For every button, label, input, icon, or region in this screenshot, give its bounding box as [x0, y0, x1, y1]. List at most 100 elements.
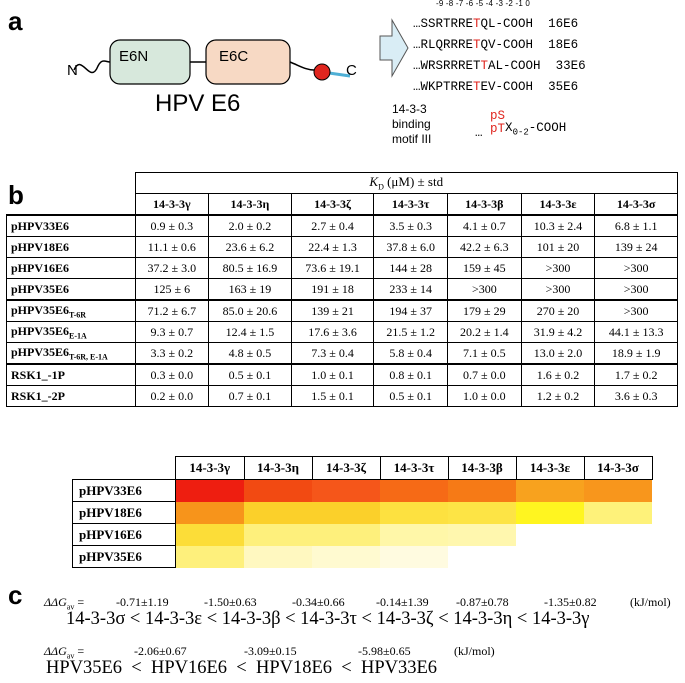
kd-value-cell: 9.3 ± 0.7: [134, 321, 210, 343]
kd-value-cell: 144 ± 28: [373, 257, 448, 279]
col-header: 14-3-3γ: [134, 193, 210, 216]
ddg-unit: (kJ/mol): [454, 644, 495, 658]
kd-value-cell: >300: [594, 257, 678, 279]
heatmap-cell: [380, 545, 448, 568]
kd-value-cell: 4.8 ± 0.5: [208, 342, 292, 365]
row-label: RSK1_-2P: [6, 385, 136, 407]
heatmap-row: pHPV35E6: [72, 545, 652, 568]
heatmap-cell: [175, 479, 244, 502]
ddg-value: -5.98±0.65: [358, 644, 411, 658]
kd-value-cell: 7.1 ± 0.5: [447, 342, 522, 365]
c-terminus-label: C: [346, 62, 357, 79]
kd-value-cell: 191 ± 18: [290, 278, 375, 301]
heatmap-cell: [584, 479, 652, 502]
kd-table: KD (μM) ± std 14-3-3γ 14-3-3η 14-3-3ζ 14…: [6, 172, 678, 407]
heat-col-header: 14-3-3τ: [379, 456, 449, 480]
col-header: 14-3-3ζ: [290, 193, 375, 216]
table-row: pHPV33E6 0.9 ± 0.3 2.0 ± 0.2 2.7 ± 0.4 3.5 ±…: [6, 214, 678, 237]
kd-value-cell: 0.7 ± 0.1: [208, 385, 292, 407]
kd-value-cell: >300: [594, 278, 678, 301]
row-label: RSK1_-1P: [6, 363, 136, 386]
kd-value-cell: 0.3 ± 0.0: [134, 363, 210, 386]
kd-value-cell: 139 ± 21: [290, 299, 375, 322]
row-label: pHPV35E6T-6R, E-1A: [6, 342, 136, 365]
heatmap-cell: [516, 479, 584, 502]
heatmap-cell: [244, 523, 312, 546]
sequence-list: …SSRTRRETQL-COOH 16E6 …RLQRRRETQV-COOH 1…: [413, 14, 586, 98]
sequence-33e6: …WRSRRRETTAL-COOH 33E6: [413, 59, 586, 73]
kd-value-cell: 12.4 ± 1.5: [208, 321, 292, 343]
heatmap-row: pHPV18E6: [72, 501, 652, 524]
table-row: pHPV16E6 37.2 ± 3.0 80.5 ± 16.9 73.6 ± 19.1…: [6, 257, 678, 279]
heatmap-cell: [312, 501, 380, 524]
ddg-value: -0.87±0.78: [456, 595, 509, 609]
ddg-value: -0.71±1.19: [116, 595, 169, 609]
heatmap-cell: [584, 501, 652, 524]
table-corner: [6, 172, 136, 194]
peptide-order: HPV35E6 < HPV16E6 < HPV18E6 < HPV33E6: [46, 658, 438, 678]
isoform-ddg-row: ΔΔGav =: [44, 595, 85, 612]
kd-value-cell: 13.0 ± 2.0: [520, 342, 596, 365]
col-header: 14-3-3τ: [373, 193, 448, 216]
heatmap-cell: [448, 501, 516, 524]
kd-column-headers: 14-3-3γ 14-3-3η 14-3-3ζ 14-3-3τ 14-3-3β …: [6, 193, 678, 216]
kd-value-cell: 3.6 ± 0.3: [594, 385, 678, 407]
heatmap-cell: [380, 501, 448, 524]
col-header: 14-3-3ε: [520, 193, 596, 216]
kd-value-cell: 5.8 ± 0.4: [373, 342, 448, 365]
sequence-16e6: …SSRTRRETQL-COOH 16E6: [413, 17, 579, 31]
ddg-value: -3.09±0.15: [244, 644, 297, 658]
kd-value-cell: 1.5 ± 0.1: [290, 385, 375, 407]
heatmap-cell: [244, 501, 312, 524]
kd-value-cell: >300: [447, 278, 522, 301]
heat-col-header: 14-3-3σ: [583, 456, 653, 480]
kd-value-cell: 1.6 ± 0.2: [520, 363, 596, 386]
motif-formula: … pS pT X0-2-COOH: [475, 109, 567, 141]
kd-value-cell: 3.5 ± 0.3: [373, 214, 448, 237]
col-header: 14-3-3β: [447, 193, 522, 216]
kd-value-cell: 17.6 ± 3.6: [290, 321, 375, 343]
heatmap-row-label: pHPV16E6: [72, 523, 176, 546]
heatmap-cell: [448, 545, 516, 568]
sequence-18e6: …RLQRRRETQV-COOH 18E6: [413, 38, 579, 52]
kd-value-cell: 80.5 ± 16.9: [208, 257, 292, 279]
kd-value-cell: 179 ± 29: [447, 299, 522, 322]
heatmap-cell: [175, 523, 244, 546]
kd-value-cell: 6.8 ± 1.1: [594, 214, 678, 237]
kd-value-cell: 0.5 ± 0.1: [208, 363, 292, 386]
kd-value-cell: 163 ± 19: [208, 278, 292, 301]
kd-value-cell: 11.1 ± 0.6: [134, 236, 210, 258]
row-label: pHPV16E6: [6, 257, 136, 279]
heatmap-cell: [175, 501, 244, 524]
kd-value-cell: 0.5 ± 0.1: [373, 385, 448, 407]
table-row: pHPV35E6T-6R, E-1A 3.3 ± 0.2 4.8 ± 0.5 7.3 …: [6, 342, 678, 365]
kd-value-cell: 3.3 ± 0.2: [134, 342, 210, 365]
heatmap-cell: [312, 479, 380, 502]
sequence-35e6: …WKPTRRETEV-COOH 35E6: [413, 80, 579, 94]
kd-value-cell: 194 ± 37: [373, 299, 448, 322]
kd-value-cell: 73.6 ± 19.1: [290, 257, 375, 279]
e6c-domain-label: E6C: [219, 48, 249, 65]
heat-col-header: 14-3-3ζ: [311, 456, 381, 480]
n-terminus-label: N: [67, 62, 78, 79]
arrow-icon: [379, 18, 409, 78]
kd-value-cell: 23.6 ± 6.2: [208, 236, 292, 258]
kd-value-cell: 2.0 ± 0.2: [208, 214, 292, 237]
heatmap-row-label: pHPV33E6: [72, 479, 176, 502]
kd-value-cell: 20.2 ± 1.4: [447, 321, 522, 343]
kd-value-cell: 2.7 ± 0.4: [290, 214, 375, 237]
kd-value-cell: 37.2 ± 3.0: [134, 257, 210, 279]
kd-value-cell: 125 ± 6: [134, 278, 210, 301]
heat-col-header: 14-3-3γ: [175, 456, 245, 480]
kd-value-cell: >300: [520, 257, 596, 279]
heatmap-row: pHPV16E6: [72, 523, 652, 546]
kd-value-cell: >300: [520, 278, 596, 301]
heatmap-row-label: pHPV35E6: [72, 545, 176, 568]
e6n-domain-label: E6N: [119, 48, 149, 65]
ddg-value: -1.35±0.82: [544, 595, 597, 609]
heatmap-cell: [380, 523, 448, 546]
kd-value-cell: 1.2 ± 0.2: [520, 385, 596, 407]
row-label: pHPV35E6: [6, 278, 136, 301]
kd-value-cell: 1.0 ± 0.1: [290, 363, 375, 386]
heatmap-cell: [516, 545, 584, 568]
